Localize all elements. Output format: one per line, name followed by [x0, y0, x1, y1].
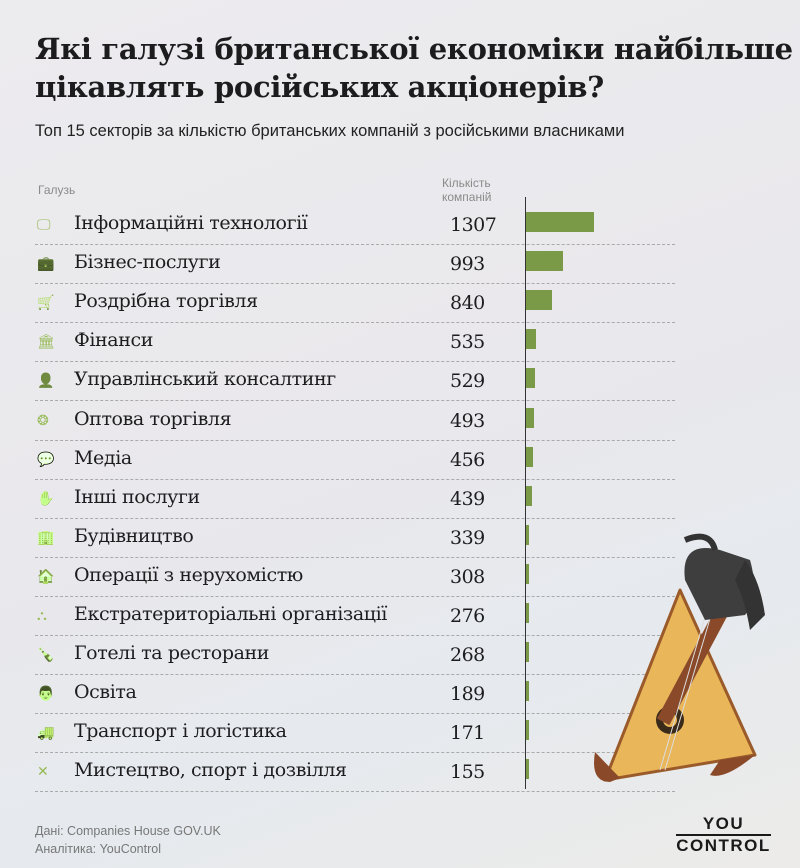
category-label: Мистецтво, спорт і дозвілля	[74, 759, 347, 782]
value-label: 268	[450, 644, 485, 667]
bottle-icon: 🍾	[37, 646, 55, 663]
chart-row: ⛬ Екстратериторіальні організації 276	[35, 596, 675, 636]
chart-row: ❂ Оптова торгівля 493	[35, 401, 675, 441]
chart-row: 🏠 Операції з нерухомістю 308	[35, 557, 675, 597]
category-label: Будівництво	[74, 524, 194, 547]
bar	[526, 446, 533, 467]
cart-icon: 🛒	[37, 294, 55, 311]
bar	[526, 251, 564, 272]
bar	[526, 603, 529, 623]
chart-row: 👨 Освіта 189	[35, 674, 675, 715]
tools-icon: ✕	[37, 763, 49, 780]
bar	[526, 329, 536, 350]
page-title: Які галузі британської економіки найбіль…	[35, 32, 793, 104]
value-label: 439	[450, 487, 485, 510]
truck-icon: 🚚	[37, 724, 55, 741]
count-header-line1: Кількість	[442, 176, 491, 190]
chart-row: 🏢 Будівництво 339	[35, 518, 675, 558]
bar	[526, 720, 529, 741]
count-header-line2: компаній	[442, 190, 492, 204]
category-label: Фінанси	[74, 329, 154, 352]
bar	[526, 681, 529, 702]
category-label: Оптова торгівля	[74, 407, 232, 430]
balalaika-illustration	[594, 533, 765, 782]
logo-line1: YOU	[702, 814, 745, 833]
bar	[526, 563, 529, 584]
value-label: 456	[450, 448, 485, 471]
chart-row: 🖵 Інформаційні технології 1307	[35, 205, 675, 245]
chart-row: 🍾 Готелі та ресторани 268	[35, 635, 675, 676]
cubes-icon: ❂	[37, 411, 49, 428]
category-label: Освіта	[74, 681, 137, 704]
value-label: 189	[450, 683, 485, 706]
teacher-icon: 👨	[37, 685, 55, 702]
category-label: Інші послуги	[74, 485, 200, 508]
chart-row: 💬 Медіа 456	[35, 440, 675, 480]
axis-line	[525, 197, 526, 789]
value-label: 1307	[450, 214, 497, 236]
bar	[526, 368, 536, 389]
bar	[526, 524, 530, 545]
category-label: Екстратериторіальні організації	[74, 603, 387, 625]
bar	[526, 759, 529, 780]
value-label: 529	[450, 370, 485, 393]
value-label: 535	[450, 331, 485, 354]
subtitle: Топ 15 секторів за кількістю британських…	[35, 122, 625, 140]
building-icon: 🏢	[37, 528, 55, 545]
chart-row: ✋ Інші послуги 439	[35, 479, 675, 519]
chart-row: 🛒 Роздрібна торгівля 840	[35, 283, 675, 324]
bank-icon: 🏛	[37, 333, 55, 350]
bar	[526, 212, 594, 232]
logo-line2: CONTROL	[676, 836, 771, 855]
house-icon: 🏠	[37, 567, 55, 584]
chart-row: 🚚 Транспорт і логістика 171	[35, 713, 675, 754]
value-label: 493	[450, 409, 485, 432]
value-label: 308	[450, 565, 485, 588]
hand-icon: ✋	[37, 489, 55, 506]
category-label: Роздрібна торгівля	[74, 290, 258, 313]
category-label: Транспорт і логістика	[74, 720, 287, 743]
bar	[526, 407, 534, 428]
bar	[526, 642, 529, 663]
value-label: 171	[450, 722, 485, 745]
value-label: 339	[450, 526, 485, 549]
analytics-text: Аналітика: YouControl	[35, 842, 162, 856]
person-icon: 👤	[37, 372, 55, 389]
chart-row: ✕ Мистецтво, спорт і дозвілля 155	[35, 752, 675, 793]
source-note: Дані: Companies House GOV.UK Аналітика: …	[35, 822, 221, 858]
industry-column-header: Галузь	[38, 183, 76, 197]
value-label: 155	[450, 761, 485, 784]
category-label: Бізнес-послуги	[74, 251, 221, 274]
bar	[526, 485, 533, 506]
source-text: Дані: Companies House GOV.UK	[35, 824, 221, 838]
briefcase-icon: 💼	[37, 255, 55, 272]
chat-icon: 💬	[37, 450, 55, 467]
chart-row: 👤 Управлінський консалтинг 529	[35, 361, 675, 402]
value-label: 276	[450, 605, 485, 627]
bar	[526, 290, 552, 311]
category-label: Медіа	[74, 446, 132, 469]
hierarchy-icon: ⛬	[37, 607, 47, 623]
youcontrol-logo: YOU CONTROL	[676, 815, 771, 855]
category-label: Інформаційні технології	[74, 212, 308, 234]
chart-row: 💼 Бізнес-послуги 993	[35, 244, 675, 285]
value-label: 993	[450, 253, 485, 276]
category-label: Операції з нерухомістю	[74, 563, 303, 586]
category-label: Готелі та ресторани	[74, 642, 270, 665]
value-label: 840	[450, 292, 485, 315]
count-column-header: Кількість компаній	[442, 176, 491, 204]
chart-row: 🏛 Фінанси 535	[35, 322, 675, 363]
category-label: Управлінський консалтинг	[74, 368, 336, 391]
monitor-icon: 🖵	[37, 216, 51, 232]
